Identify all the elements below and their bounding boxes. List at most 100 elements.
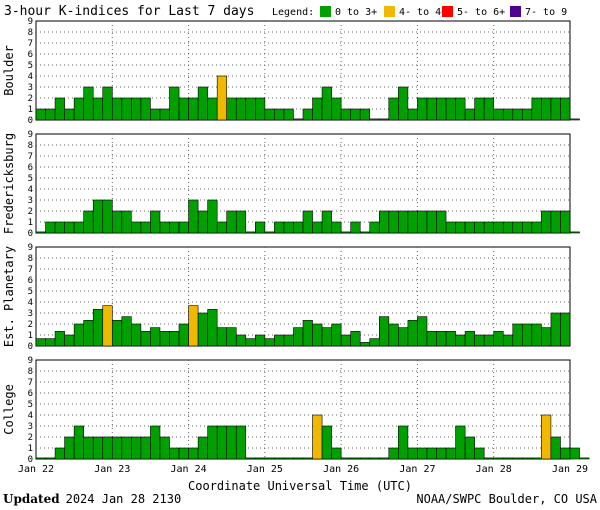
bar [159,436,170,460]
bar [140,331,151,347]
bar [455,97,466,121]
x-tick-label: Jan 25 [247,464,283,475]
y-tick-label: 6 [28,163,33,173]
bar [455,221,466,234]
bar [579,457,590,460]
bar [541,414,552,460]
bar [417,97,428,121]
bar [188,199,199,234]
bar [235,210,247,234]
bar [64,436,75,460]
bar [274,334,285,347]
bar [398,86,409,121]
bar [264,231,275,234]
bar [197,210,208,234]
panel-ylabel: Fredericksburg [2,133,16,234]
bar [436,210,447,234]
bar [502,457,514,460]
bar [54,447,65,460]
y-tick-label: 3 [28,196,33,206]
bar [474,334,485,347]
bar [426,97,437,121]
bar [502,108,514,121]
bar [474,97,485,121]
bar [111,210,123,234]
bar [445,221,456,234]
bar [169,86,180,121]
bar [522,323,533,347]
footer-updated: Updated 2024 Jan 28 2130 [3,492,181,506]
bar [321,210,332,234]
bar [255,97,266,121]
bar [159,221,170,234]
footer-updated-value: 2024 Jan 28 2130 [66,492,182,506]
bar [312,221,323,234]
bar [197,86,208,121]
bar [569,447,580,460]
bar [73,323,84,347]
footer-updated-label: Updated [3,492,60,506]
bar [369,338,380,347]
x-tick-label: Jan 27 [399,464,435,475]
y-tick-label: 6 [28,389,33,399]
x-axis-label: Coordinate Universal Time (UTC) [188,479,412,493]
bar [131,97,142,121]
y-tick-label: 8 [28,254,33,264]
bar [483,457,495,460]
y-tick-label: 4 [28,298,33,308]
bar [522,457,533,460]
bar [483,97,495,121]
bar [188,305,199,347]
y-tick-label: 5 [28,400,33,410]
legend-item-label: 0 to 3+ [335,7,377,18]
legend-item-label: 4- to 4+ [399,7,447,18]
bar [359,231,371,234]
bar [150,210,161,234]
bar [464,331,475,347]
bar [550,312,561,347]
bar [111,320,123,347]
bar [102,199,113,234]
bar [502,221,514,234]
bar [64,334,75,347]
y-tick-label: 7 [28,265,33,275]
bar [235,425,247,460]
bar [131,221,142,234]
bar [102,86,113,121]
bar [83,86,94,121]
bar [121,436,132,460]
bar [102,436,113,460]
bar [569,118,580,121]
bar [426,210,437,234]
bar [407,447,418,460]
panel-ylabel: Boulder [2,45,16,96]
bar [359,108,371,121]
bar [264,457,275,460]
y-tick-label: 1 [28,105,33,115]
bar [92,436,104,460]
bar [245,338,256,347]
bar [541,97,552,121]
bar [378,316,390,347]
y-tick-label: 7 [28,39,33,49]
bar [483,221,495,234]
bar [283,108,294,121]
bar [531,221,542,234]
panel-ylabel: College [2,384,16,435]
bar [359,342,371,347]
bar [340,231,351,234]
bar [178,221,189,234]
y-tick-label: 5 [28,174,33,184]
y-tick-label: 2 [28,320,33,330]
bar [388,323,399,347]
legend-swatch [442,6,453,17]
bar [216,327,228,347]
bar [378,457,390,460]
x-tick-label: Jan 29 [552,464,588,475]
bar [522,108,533,121]
bar [531,457,542,460]
bar [331,323,342,347]
